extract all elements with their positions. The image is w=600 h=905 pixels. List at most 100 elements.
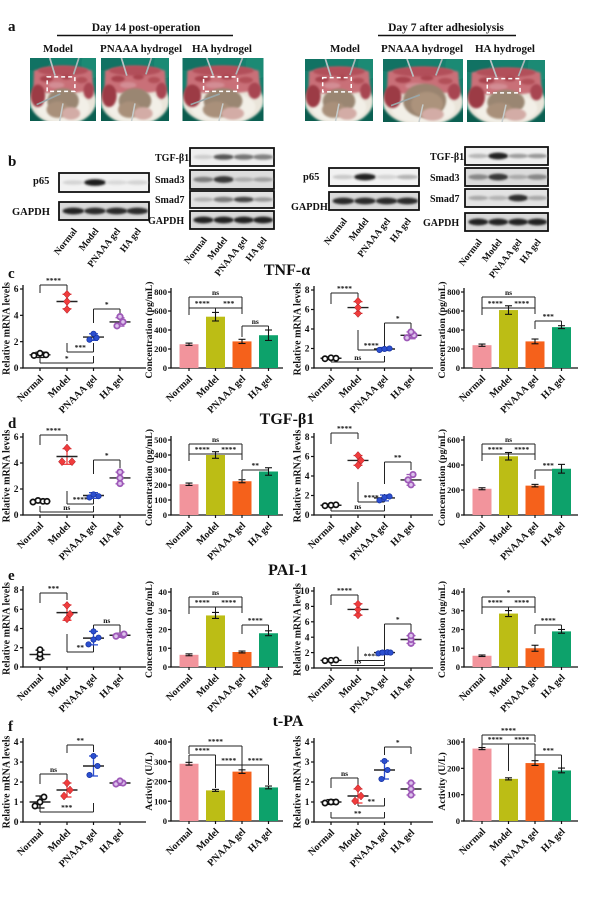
svg-text:0: 0 [163,816,167,826]
svg-text:0: 0 [456,662,460,672]
svg-text:0: 0 [305,664,310,674]
svg-text:0: 0 [163,662,167,672]
svg-text:0: 0 [456,816,460,826]
svg-text:ns: ns [252,317,259,326]
svg-text:p65: p65 [33,176,49,187]
svg-text:Concentration (pg/mL): Concentration (pg/mL) [437,281,448,378]
svg-text:10: 10 [300,587,310,597]
svg-text:****: **** [501,726,516,735]
svg-text:GAPDH: GAPDH [12,207,50,218]
svg-text:TNF-α: TNF-α [264,262,310,279]
svg-text:ns: ns [505,288,512,297]
svg-text:0: 0 [163,363,167,373]
svg-text:40: 40 [451,587,460,597]
svg-text:***: *** [543,746,555,755]
svg-text:**: ** [252,461,260,470]
svg-text:30: 30 [451,606,460,616]
svg-text:4: 4 [305,633,310,643]
svg-text:****: **** [488,598,503,607]
svg-text:6: 6 [305,618,310,628]
svg-text:****: **** [364,493,379,502]
svg-text:0: 0 [456,363,460,373]
svg-text:600: 600 [447,306,460,316]
svg-text:Activity (U/L): Activity (U/L) [144,752,155,811]
svg-text:600: 600 [447,435,460,445]
svg-text:2: 2 [305,345,310,355]
svg-text:20: 20 [158,625,167,635]
svg-text:ns: ns [212,588,219,597]
svg-text:Activity (U/L): Activity (U/L) [437,752,448,811]
svg-text:6: 6 [305,306,310,316]
svg-text:***: *** [75,343,87,352]
svg-text:*: * [507,588,511,597]
svg-text:200: 200 [447,763,460,773]
svg-text:****: **** [195,445,210,454]
svg-text:2: 2 [14,644,19,654]
svg-text:0: 0 [14,364,19,374]
svg-text:0: 0 [305,818,310,828]
svg-text:300: 300 [154,465,167,475]
svg-text:6: 6 [14,605,19,615]
svg-text:0: 0 [305,364,310,374]
svg-text:ns: ns [212,435,219,444]
svg-text:8: 8 [305,433,310,443]
svg-text:ns: ns [354,657,361,666]
svg-text:GAPDH: GAPDH [291,202,328,213]
svg-text:ns: ns [505,435,512,444]
svg-text:2: 2 [305,649,310,659]
svg-text:****: **** [488,445,503,454]
svg-text:ns: ns [50,765,57,774]
svg-text:Model: Model [330,43,360,55]
svg-text:****: **** [221,598,236,607]
svg-text:*: * [396,314,400,323]
svg-text:8: 8 [305,286,310,296]
svg-text:2: 2 [305,492,310,502]
svg-text:b: b [8,154,16,170]
svg-text:20: 20 [451,625,460,635]
svg-text:Relative mRNA levels: Relative mRNA levels [2,430,13,523]
svg-text:400: 400 [447,325,460,335]
svg-text:2: 2 [305,778,310,788]
svg-text:****: **** [248,756,263,765]
svg-text:2: 2 [14,778,19,788]
svg-text:4: 4 [14,738,19,748]
svg-text:****: **** [514,735,529,744]
svg-text:PNAAA hydrogel: PNAAA hydrogel [100,43,182,55]
svg-text:100: 100 [154,796,167,806]
svg-text:***: *** [543,461,555,470]
svg-text:GAPDH: GAPDH [423,218,459,229]
svg-text:Model: Model [43,43,73,55]
svg-text:300: 300 [447,737,460,747]
svg-text:PNAAA hydrogel: PNAAA hydrogel [381,43,463,55]
svg-text:400: 400 [154,737,167,747]
svg-text:c: c [8,266,15,282]
svg-text:****: **** [488,735,503,744]
svg-text:Relative mRNA levels: Relative mRNA levels [293,430,304,523]
svg-text:****: **** [337,284,352,293]
svg-text:0: 0 [305,511,310,521]
svg-text:Relative mRNA levels: Relative mRNA levels [2,582,13,675]
svg-text:****: **** [73,495,88,504]
svg-text:8: 8 [305,603,310,613]
svg-text:***: *** [223,299,235,308]
svg-text:ns: ns [354,502,361,511]
svg-text:****: **** [514,445,529,454]
svg-text:d: d [8,416,17,432]
svg-text:*: * [396,738,400,747]
svg-text:Day 7 after adhesiolysis: Day 7 after adhesiolysis [388,22,504,34]
svg-text:4: 4 [14,459,19,469]
svg-text:*: * [105,300,109,309]
svg-text:****: **** [195,746,210,755]
svg-text:****: **** [195,598,210,607]
svg-text:200: 200 [154,344,167,354]
svg-text:Smad3: Smad3 [430,173,459,184]
svg-text:HA hydrogel: HA hydrogel [475,43,535,55]
svg-text:Concentration (ng/mL): Concentration (ng/mL) [144,581,155,678]
svg-text:TGF-β1: TGF-β1 [430,152,464,163]
svg-text:PAI-1: PAI-1 [268,562,308,579]
svg-text:ns: ns [354,353,361,362]
svg-text:8: 8 [14,586,19,596]
svg-text:****: **** [221,445,236,454]
svg-text:**: ** [368,797,376,806]
svg-text:****: **** [221,756,236,765]
